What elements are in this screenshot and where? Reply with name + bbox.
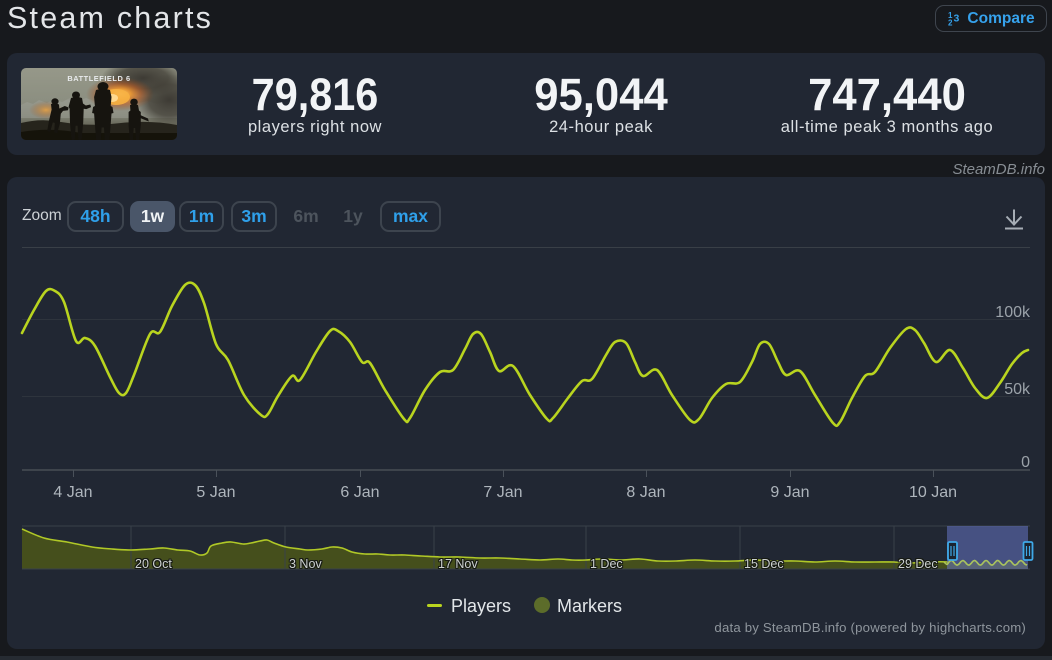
svg-text:1: 1 xyxy=(948,11,953,20)
svg-text:BATTLEFIELD 6: BATTLEFIELD 6 xyxy=(67,74,130,83)
svg-text:3: 3 xyxy=(954,13,960,25)
svg-text:2: 2 xyxy=(948,19,953,27)
